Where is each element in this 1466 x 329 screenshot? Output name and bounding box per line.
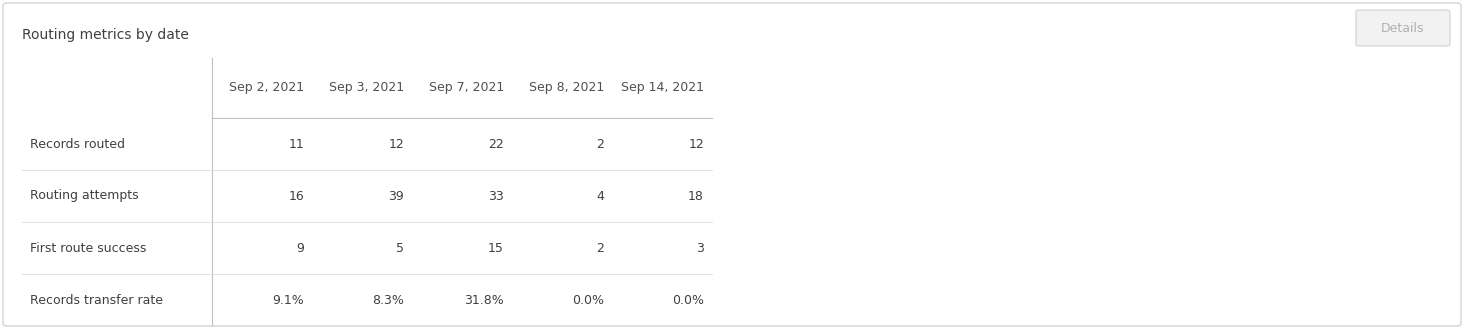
Text: 3: 3	[696, 241, 704, 255]
Text: Sep 8, 2021: Sep 8, 2021	[529, 82, 604, 94]
Text: Details: Details	[1381, 21, 1425, 35]
Text: 8.3%: 8.3%	[372, 293, 405, 307]
Text: 2: 2	[597, 241, 604, 255]
Text: 16: 16	[289, 190, 303, 203]
Text: Sep 14, 2021: Sep 14, 2021	[622, 82, 704, 94]
Text: Sep 3, 2021: Sep 3, 2021	[328, 82, 405, 94]
Text: Sep 2, 2021: Sep 2, 2021	[229, 82, 303, 94]
Text: 12: 12	[688, 138, 704, 150]
Text: First route success: First route success	[29, 241, 147, 255]
Text: Routing attempts: Routing attempts	[29, 190, 139, 203]
Text: 39: 39	[388, 190, 405, 203]
Text: 9: 9	[296, 241, 303, 255]
Text: Routing metrics by date: Routing metrics by date	[22, 28, 189, 42]
Text: 15: 15	[488, 241, 504, 255]
Text: 5: 5	[396, 241, 405, 255]
Text: 12: 12	[388, 138, 405, 150]
FancyBboxPatch shape	[3, 3, 1462, 326]
Text: Records transfer rate: Records transfer rate	[29, 293, 163, 307]
Text: Records routed: Records routed	[29, 138, 125, 150]
Text: 22: 22	[488, 138, 504, 150]
Text: 0.0%: 0.0%	[671, 293, 704, 307]
FancyBboxPatch shape	[1356, 10, 1450, 46]
Text: 0.0%: 0.0%	[572, 293, 604, 307]
Text: 31.8%: 31.8%	[465, 293, 504, 307]
Text: 2: 2	[597, 138, 604, 150]
Text: 11: 11	[289, 138, 303, 150]
Text: 18: 18	[688, 190, 704, 203]
Text: 33: 33	[488, 190, 504, 203]
Text: 4: 4	[597, 190, 604, 203]
Text: 9.1%: 9.1%	[273, 293, 303, 307]
Text: Sep 7, 2021: Sep 7, 2021	[428, 82, 504, 94]
